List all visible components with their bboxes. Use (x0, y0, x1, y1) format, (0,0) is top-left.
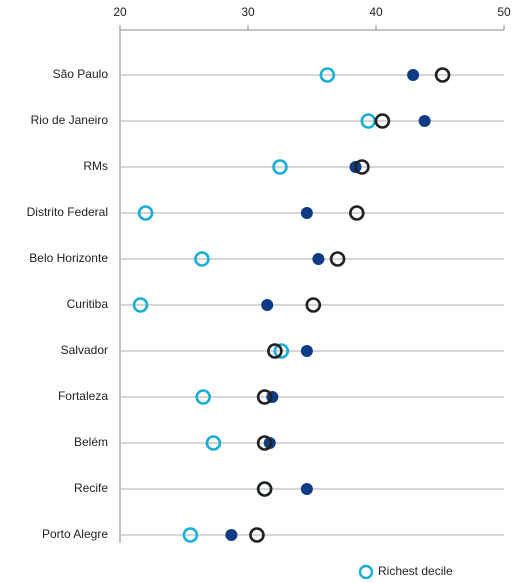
dot (256, 389, 273, 405)
y-tick-label: Rio de Janeiro (31, 113, 109, 127)
dot (312, 253, 325, 265)
dot (273, 343, 290, 359)
dot (256, 481, 273, 497)
dot (300, 207, 313, 219)
dot (263, 437, 276, 449)
dot (182, 527, 199, 543)
dot (348, 205, 365, 221)
dot (434, 67, 451, 83)
y-tick-label: Porto Alegre (42, 527, 108, 541)
x-tick-label: 40 (369, 5, 383, 19)
y-tick-label: RMs (83, 159, 108, 173)
dot (329, 251, 346, 267)
legend-label: Richest decile (378, 564, 453, 578)
legend-marker (358, 564, 374, 580)
y-tick-label: Salvador (61, 343, 108, 357)
dot (272, 159, 288, 175)
x-tick-label: 30 (241, 5, 255, 19)
dot (261, 299, 274, 311)
dot (300, 483, 313, 495)
dot (374, 113, 391, 129)
x-tick-label: 20 (113, 5, 127, 19)
dot (195, 389, 211, 405)
dot (354, 159, 370, 175)
dot (194, 251, 210, 267)
dot (300, 345, 313, 357)
dot (225, 529, 238, 541)
dot (267, 343, 283, 359)
y-tick-label: Fortaleza (58, 389, 108, 403)
y-tick-label: São Paulo (53, 67, 109, 81)
y-tick-label: Recife (74, 481, 108, 495)
x-tick-label: 50 (497, 5, 511, 19)
dot (137, 205, 154, 221)
dot (132, 297, 149, 313)
dot (256, 435, 273, 451)
dot (249, 527, 265, 543)
y-tick-label: Distrito Federal (27, 205, 108, 219)
dot (205, 435, 222, 451)
dot (305, 297, 322, 313)
dot (319, 67, 336, 83)
y-tick-label: Belém (74, 435, 108, 449)
dot (418, 115, 431, 127)
y-tick-label: Curitiba (67, 297, 109, 311)
y-tick-label: Belo Horizonte (29, 251, 108, 265)
dot (407, 69, 420, 81)
